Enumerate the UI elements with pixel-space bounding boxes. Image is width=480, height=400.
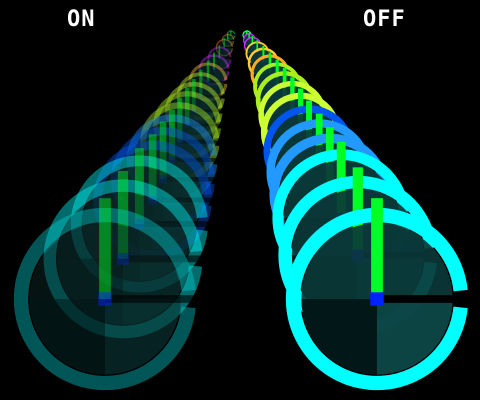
clock-hub-icon [184,122,190,128]
clock-quadrant [231,35,235,39]
clock-hand-icon [117,170,129,259]
clock-ring-icon [111,127,215,232]
clock-hand-icon [134,148,144,224]
clock-hand-icon [212,52,216,70]
clock-ring-icon [93,140,212,260]
clock-icon [164,78,223,140]
clock-hand-icon [218,45,221,59]
clock-quadrant [123,258,189,325]
clock-hub-icon [230,34,232,36]
clock-hand-icon [199,69,203,97]
clock-quadrant [169,110,194,135]
clock-hand-icon [246,30,248,35]
clock-ring-icon [164,81,223,140]
clock-hand-icon [256,40,258,54]
clock-hand-icon [262,45,265,64]
clock-hub-icon [199,94,203,99]
clock-hub-icon [98,292,112,306]
clock-hand-icon [159,121,167,180]
clock-hand-icon [177,98,183,142]
clock-hand-icon [169,109,175,160]
clock-quadrant [227,35,231,39]
clock-icon [70,148,208,293]
clock-hub-icon [176,139,183,145]
clock-hand-icon [230,30,232,35]
clock-hub-icon [117,252,129,265]
clock-icon [285,198,469,391]
clock-quadrant [158,125,188,154]
clock-quadrant [377,299,453,375]
clock-quadrant [139,224,197,281]
clock-quadrant [57,258,124,325]
clock-quadrant [191,82,208,99]
clock-icon [207,45,232,71]
clock-quadrant [187,125,216,154]
clock-hand-icon [251,36,254,46]
clock-quadrant [222,40,228,46]
clock-hub-icon [206,80,210,84]
clock-hub-icon [148,195,157,205]
clock-ring-icon [13,207,196,391]
clock-hub-icon [159,175,167,184]
clock-quadrant [29,299,105,375]
clock-ring-icon [176,72,225,121]
clock-icon [153,87,222,160]
on-label: ON [67,7,96,32]
clock-quadrant [209,58,220,69]
clock-quadrant [217,47,225,55]
clock-ring-icon [153,91,222,160]
clock-icon [215,38,234,57]
clock-hand-icon [227,33,229,41]
clock-icon [226,30,236,40]
clock-hand-icon [248,32,250,40]
clock-hand-icon [268,52,272,74]
off-column [242,30,469,391]
clock-quadrant [228,40,234,46]
clock-quadrant [201,70,214,83]
clock-quadrant [214,70,227,83]
clock-hand-icon [206,60,210,82]
clock-hub-icon [191,108,196,113]
clock-ring-icon [43,179,203,339]
clock-ring-icon [221,34,235,47]
clock-quadrant [219,58,230,69]
clock-icon [13,198,197,391]
clock-hub-icon [134,218,145,230]
off-label: OFF [363,7,406,32]
clock-hub-icon [212,68,216,72]
clock-ring-icon [140,102,220,182]
clock-ring-icon [226,30,236,40]
clock-quadrant [193,110,218,135]
on-column [13,30,236,391]
clock-ring-icon [70,155,208,293]
clock-quadrant [208,82,225,99]
clock-hand-icon [371,198,383,299]
clock-hand-icon [148,134,157,200]
clock-hand-icon [185,87,190,126]
clock-quadrant [301,299,377,375]
clock-ring-icon [126,114,218,206]
clock-quadrant [82,224,140,281]
clock-hub-icon [168,156,176,164]
clock-hub-icon [223,46,226,49]
clock-icon [221,33,235,47]
clock-hand-icon [223,38,225,48]
clock-ring-icon [207,46,232,71]
clock-ring-icon [215,38,234,57]
clock-hand-icon [99,198,111,299]
clock-ring-icon [285,207,468,391]
clock-hub-icon [218,57,221,60]
clock-quadrant [224,47,232,55]
clock-hub-icon [370,292,384,306]
clock-icon [43,170,203,339]
clock-hub-icon [227,39,229,42]
clock-quadrant [105,299,181,375]
clock-hand-icon [191,78,196,111]
